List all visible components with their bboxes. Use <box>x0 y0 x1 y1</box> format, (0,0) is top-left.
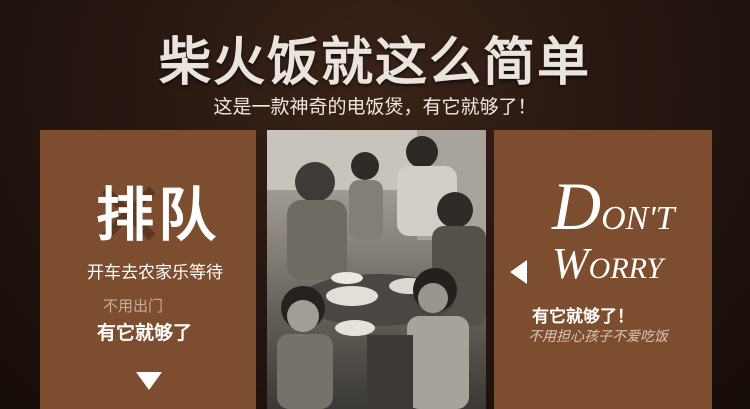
worry-cap: W <box>552 239 589 288</box>
left-panel: ✕ 排队 开车去农家乐等待 不用出门 有它就够了 <box>40 130 256 409</box>
worry-rest: ORRY <box>588 252 664 285</box>
page-subtitle: 这是一款神奇的电饭煲，有它就够了！ <box>213 96 537 118</box>
right-line-1: 有它就够了！ <box>532 307 634 327</box>
right-line-2: 不用担心孩子不爱吃饭 <box>528 329 668 345</box>
vintage-family-photo <box>267 130 486 409</box>
dont-heading: DON'T <box>552 172 675 240</box>
left-line-1: 开车去农家乐等待 <box>87 263 223 283</box>
dont-cap: D <box>552 168 602 244</box>
photo-illustration <box>267 130 486 409</box>
page-title: 柴火饭就这么简单 <box>158 33 591 93</box>
left-headline: 排队 <box>96 181 221 249</box>
x-mark-icon: ✕ <box>90 162 168 269</box>
right-panel: DON'T WORRY 有它就够了！ 不用担心孩子不爱吃饭 <box>494 130 712 409</box>
left-line-2: 不用出门 <box>103 297 164 315</box>
triangle-down-icon <box>136 372 162 390</box>
dont-rest: ON'T <box>601 200 675 237</box>
triangle-left-icon <box>510 260 527 284</box>
worry-heading: WORRY <box>552 242 663 286</box>
left-line-3: 有它就够了 <box>97 322 193 344</box>
